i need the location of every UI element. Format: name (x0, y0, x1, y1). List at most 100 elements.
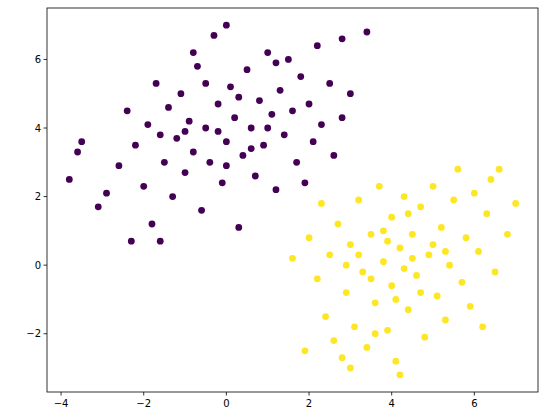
point (343, 262, 350, 269)
point (463, 234, 470, 241)
x-tick (309, 392, 310, 396)
point (173, 135, 180, 142)
point (430, 183, 437, 190)
point (392, 358, 399, 365)
point (483, 210, 490, 217)
point (240, 152, 247, 159)
point (401, 193, 408, 200)
point (330, 337, 337, 344)
point (372, 330, 379, 337)
y-tick-label: 2 (35, 191, 41, 202)
x-tick-label: 2 (306, 398, 312, 409)
point (306, 234, 313, 241)
point (438, 224, 445, 231)
point (343, 289, 350, 296)
point (363, 29, 370, 36)
x-tick-label: 4 (389, 398, 395, 409)
point (157, 131, 164, 138)
point (376, 183, 383, 190)
point (227, 83, 234, 90)
point (318, 121, 325, 128)
point (268, 111, 275, 118)
x-tick (391, 392, 392, 396)
point (479, 323, 486, 330)
point (380, 258, 387, 265)
point (434, 293, 441, 300)
x-tick-label: −2 (136, 398, 151, 409)
point (297, 73, 304, 80)
point (442, 317, 449, 324)
point (74, 149, 81, 156)
point (169, 193, 176, 200)
point (492, 269, 499, 276)
x-tick (226, 392, 227, 396)
point (405, 210, 412, 217)
point (359, 269, 366, 276)
point (467, 303, 474, 310)
point (397, 371, 404, 378)
point (66, 176, 73, 183)
point (277, 87, 284, 94)
point (116, 162, 123, 169)
point (409, 231, 416, 238)
point (442, 248, 449, 255)
point (198, 207, 205, 214)
point (326, 251, 333, 258)
y-tick (44, 196, 48, 197)
point (330, 152, 337, 159)
point (178, 90, 185, 97)
point (182, 169, 189, 176)
point (347, 90, 354, 97)
point (231, 114, 238, 121)
point (252, 173, 259, 180)
point (512, 200, 519, 207)
point (248, 125, 255, 132)
point (190, 49, 197, 56)
point (186, 118, 193, 125)
point (202, 80, 209, 87)
point (223, 138, 230, 145)
x-tick (61, 392, 62, 396)
point (273, 59, 280, 66)
plot-frame (47, 8, 538, 392)
point (140, 183, 147, 190)
point (182, 128, 189, 135)
point (355, 197, 362, 204)
point (318, 200, 325, 207)
point (314, 275, 321, 282)
point (95, 203, 102, 210)
point (215, 128, 222, 135)
y-tick (44, 128, 48, 129)
x-tick-label: 0 (223, 398, 229, 409)
point (202, 125, 209, 132)
x-tick (474, 392, 475, 396)
point (425, 251, 432, 258)
point (351, 323, 358, 330)
point (78, 138, 85, 145)
chart: −4−20246−20246 (0, 0, 546, 413)
point (471, 190, 478, 197)
point (347, 365, 354, 372)
point (504, 231, 511, 238)
y-tick (44, 59, 48, 60)
points (66, 22, 519, 379)
point (235, 224, 242, 231)
x-tick (143, 392, 144, 396)
point (194, 63, 201, 70)
point (339, 114, 346, 121)
point (206, 159, 213, 166)
point (409, 255, 416, 262)
point (161, 159, 168, 166)
point (289, 107, 296, 114)
point (339, 354, 346, 361)
point (310, 138, 317, 145)
point (248, 145, 255, 152)
y-tick-label: 4 (35, 123, 41, 134)
point (144, 121, 151, 128)
point (314, 42, 321, 49)
point (413, 272, 420, 279)
point (281, 131, 288, 138)
point (215, 101, 222, 108)
point (368, 275, 375, 282)
point (326, 80, 333, 87)
